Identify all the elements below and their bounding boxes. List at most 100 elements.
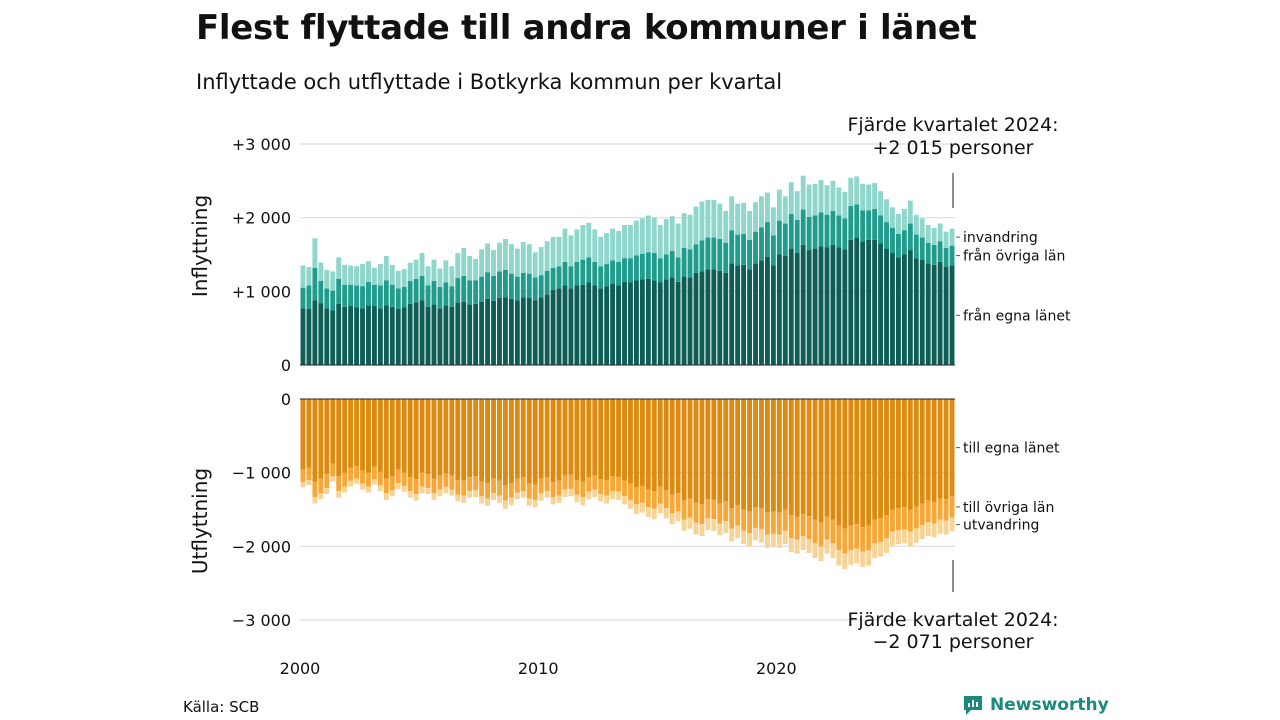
bar-in_imm xyxy=(485,243,491,273)
bar-in_imm xyxy=(580,225,586,260)
bar-in_imm xyxy=(824,185,830,215)
bar-in_local xyxy=(699,271,705,365)
bar-in_imm xyxy=(657,225,663,259)
bar-in_local xyxy=(878,243,884,365)
bar-in_other xyxy=(556,266,562,289)
bar-out_local xyxy=(371,399,377,467)
bar-out_local xyxy=(907,399,913,510)
bar-in_other xyxy=(645,252,651,279)
bar-in_imm xyxy=(360,264,365,287)
bar-out_emig xyxy=(800,536,806,551)
bar-in_other xyxy=(764,222,770,257)
bar-in_other xyxy=(770,235,776,266)
bar-in_local xyxy=(556,288,562,365)
bar-in_other xyxy=(806,216,812,251)
bar-out_other xyxy=(383,478,389,494)
brand-name: Newsworthy xyxy=(990,695,1109,715)
bar-out_local xyxy=(377,399,383,472)
bar-out_emig xyxy=(413,494,419,501)
bar-out_other xyxy=(747,511,753,534)
bar-in_imm xyxy=(735,203,741,235)
bar-out_emig xyxy=(300,482,306,488)
bar-out_emig xyxy=(699,524,705,537)
bar-in_other xyxy=(431,281,437,305)
bar-out_emig xyxy=(580,496,586,506)
bar-in_imm xyxy=(753,202,758,232)
bar-in_imm xyxy=(586,222,592,258)
bar-out_local xyxy=(699,399,705,505)
bar-in_other xyxy=(681,247,687,277)
bar-in_other xyxy=(366,281,371,306)
bar-out_local xyxy=(872,399,878,520)
bar-out_local xyxy=(878,399,884,519)
bar-out_other xyxy=(395,469,401,483)
bar-in_imm xyxy=(312,238,318,268)
bar-out_other xyxy=(622,480,627,497)
bar-out_emig xyxy=(425,488,431,495)
bar-out_emig xyxy=(693,522,699,535)
bar-out_other xyxy=(544,477,550,492)
bar-out_other xyxy=(866,525,872,551)
legend-label: till övriga län xyxy=(963,500,1054,516)
bar-out_local xyxy=(568,399,574,475)
bar-in_imm xyxy=(330,271,336,291)
bar-out_emig xyxy=(544,491,550,498)
bar-out_other xyxy=(913,506,919,529)
bar-out_emig xyxy=(759,529,764,543)
bar-out_local xyxy=(514,399,520,479)
annotation-line1: Fjärde kvartalet 2024: xyxy=(847,114,1058,136)
bar-in_local xyxy=(782,255,788,365)
bar-in_other xyxy=(687,249,693,278)
bar-in_other xyxy=(467,280,473,305)
bar-out_other xyxy=(580,481,586,497)
bar-out_emig xyxy=(842,553,848,570)
bar-out_local xyxy=(866,399,872,526)
bar-in_local xyxy=(705,269,711,365)
bar-in_other xyxy=(741,233,747,265)
bar-in_imm xyxy=(675,223,681,258)
bar-in_imm xyxy=(842,191,848,219)
bar-in_other xyxy=(324,288,330,309)
bar-out_other xyxy=(884,515,889,539)
bar-in_local xyxy=(913,258,919,365)
bar-out_other xyxy=(645,489,651,508)
bar-out_local xyxy=(497,399,502,481)
bar-in_other xyxy=(526,273,532,298)
bar-out_emig xyxy=(312,496,318,504)
bar-in_imm xyxy=(526,244,532,274)
bar-in_local xyxy=(318,303,324,365)
bar-out_emig xyxy=(574,494,580,503)
bar-out_emig xyxy=(884,538,889,553)
bar-out_local xyxy=(645,399,651,490)
bar-in_local xyxy=(538,297,544,365)
bar-out_other xyxy=(336,476,342,492)
bar-out_emig xyxy=(550,496,556,505)
y-tick-label: +2 000 xyxy=(232,209,291,228)
bar-in_other xyxy=(663,254,669,280)
bar-in_other xyxy=(348,284,354,307)
bar-in_imm xyxy=(705,199,711,238)
bar-out_local xyxy=(467,399,473,478)
bar-out_other xyxy=(848,525,854,551)
bar-in_other xyxy=(473,280,479,304)
bar-in_local xyxy=(764,256,770,365)
bar-out_local xyxy=(330,399,336,464)
bar-out_emig xyxy=(937,519,943,534)
bar-in_local xyxy=(872,239,878,365)
bar-in_imm xyxy=(800,175,806,210)
y-tick-label: +1 000 xyxy=(232,282,291,301)
bar-out_local xyxy=(913,399,919,507)
bar-in_imm xyxy=(395,270,401,289)
bar-out_emig xyxy=(943,520,949,535)
bar-out_local xyxy=(681,399,687,501)
bar-in_local xyxy=(508,298,514,365)
bar-in_local xyxy=(818,246,824,365)
bar-out_other xyxy=(598,479,604,495)
bar-out_local xyxy=(800,399,806,514)
bar-in_other xyxy=(669,250,675,278)
bar-out_local xyxy=(354,399,360,467)
bar-out_local xyxy=(663,399,669,491)
bar-in_other xyxy=(383,280,389,306)
bar-out_other xyxy=(354,466,360,479)
x-tick-label: 2010 xyxy=(518,659,559,678)
